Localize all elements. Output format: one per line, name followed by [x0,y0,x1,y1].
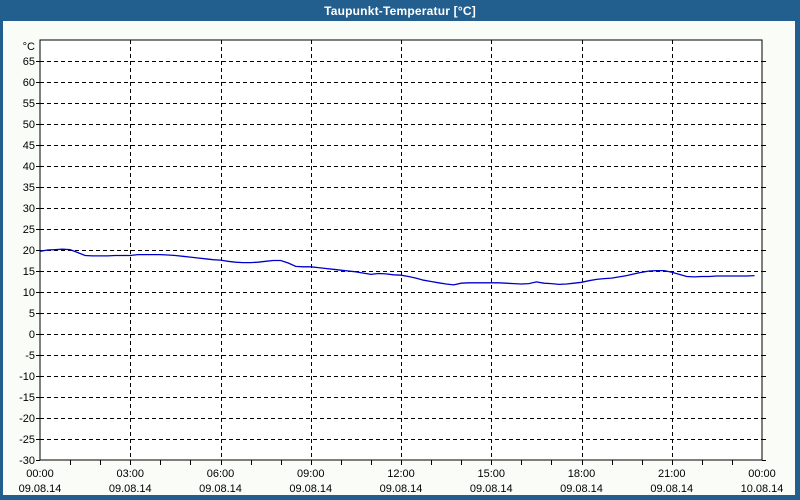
x-tick-date-label: 09.08.14 [470,483,513,495]
y-tick-label: -15 [19,392,35,404]
x-axis-labels: 00:00 09.08.14 03:00 09.08.14 06:00 09.08.14 0… [19,468,784,495]
y-tick-label: 25 [23,224,35,236]
y-tick-label: 55 [23,98,35,110]
y-tick-label: -5 [25,350,35,362]
x-tick-time-label: 09:00 [297,468,325,480]
window-border-left [0,0,3,500]
y-tick-label: -20 [19,413,35,425]
y-tick-label: 45 [23,140,35,152]
x-tick-time-label: 03:00 [116,468,144,480]
y-tick-label: 0 [29,329,35,341]
window-title: Taupunkt-Temperatur [°C] [324,3,476,18]
y-tick-label: 15 [23,266,35,278]
x-tick-date-label: 09.08.14 [289,483,332,495]
window-border-right [795,0,800,500]
y-tick-label: -10 [19,371,35,383]
x-tick-time-label: 15:00 [477,468,505,480]
x-tick-date-label: 09.08.14 [560,483,603,495]
y-tick-label: -30 [19,455,35,467]
y-axis-labels: 65605550454035302520151050-5-10-15-20-25… [19,41,35,467]
y-tick-label: 30 [23,203,35,215]
axis-ticks [36,61,766,465]
x-tick-time-label: 00:00 [26,468,54,480]
x-tick-date-label: 09.08.14 [199,483,242,495]
y-tick-label: 65 [23,56,35,68]
series-line [39,248,755,286]
y-tick-label: 20 [23,245,35,257]
window-border-bottom [0,495,800,500]
y-axis-unit-label: °C [23,41,35,53]
x-tick-time-label: 00:00 [748,468,776,480]
y-tick-label: 50 [23,119,35,131]
window-title-bar[interactable]: Taupunkt-Temperatur [°C] [0,0,800,21]
x-tick-time-label: 12:00 [387,468,415,480]
x-tick-date-label: 10.08.14 [741,483,784,495]
y-tick-label: 10 [23,287,35,299]
x-tick-date-label: 09.08.14 [109,483,152,495]
x-tick-time-label: 18:00 [568,468,596,480]
x-tick-time-label: 21:00 [658,468,686,480]
y-tick-label: 40 [23,161,35,173]
y-tick-label: 5 [29,308,35,320]
y-tick-label: 35 [23,182,35,194]
x-tick-date-label: 09.08.14 [380,483,423,495]
y-tick-label: -25 [19,434,35,446]
x-tick-time-label: 06:00 [207,468,235,480]
x-tick-date-label: 09.08.14 [19,483,62,495]
gridlines [40,40,762,460]
x-tick-date-label: 09.08.14 [650,483,693,495]
y-tick-label: 60 [23,77,35,89]
